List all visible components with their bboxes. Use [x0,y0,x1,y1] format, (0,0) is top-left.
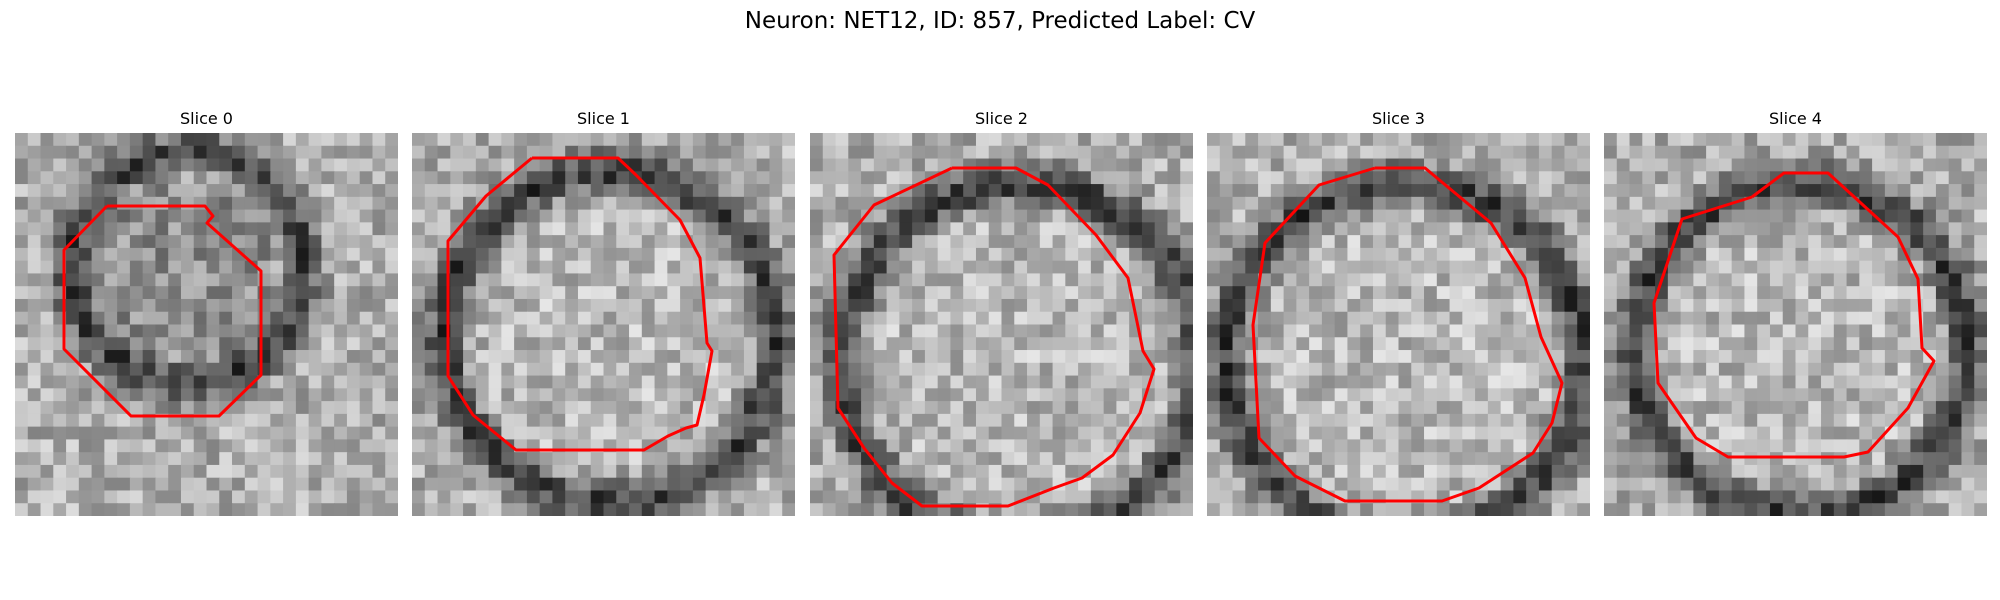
slice-panel-4: Slice 4 [1604,108,1987,516]
slice-title: Slice 1 [577,109,630,128]
slice-image [15,133,398,516]
pixel-grid [1207,133,1590,516]
contour-line [1251,166,1564,503]
slice-panel-2: Slice 2 [810,108,1193,516]
slice-title: Slice 2 [975,109,1028,128]
contour-line [832,166,1156,508]
slice-title: Slice 4 [1769,109,1822,128]
contour-line [62,204,263,418]
slice-panel-1: Slice 1 [412,108,795,516]
pixel-grid [15,133,398,516]
pixel-grid [412,133,795,516]
contour-line [1652,171,1936,459]
contour-line [446,156,714,452]
slice-image [810,133,1193,516]
slice-image [1207,133,1590,516]
slice-panel-3: Slice 3 [1207,108,1590,516]
slice-title: Slice 0 [180,109,233,128]
pixel-grid [810,133,1193,516]
slice-title: Slice 3 [1372,109,1425,128]
figure-title: Neuron: NET12, ID: 857, Predicted Label:… [744,8,1256,34]
slice-panel-0: Slice 0 [15,108,398,516]
slice-image [1604,133,1987,516]
pixel-grid [1604,133,1987,516]
slice-image [412,133,795,516]
